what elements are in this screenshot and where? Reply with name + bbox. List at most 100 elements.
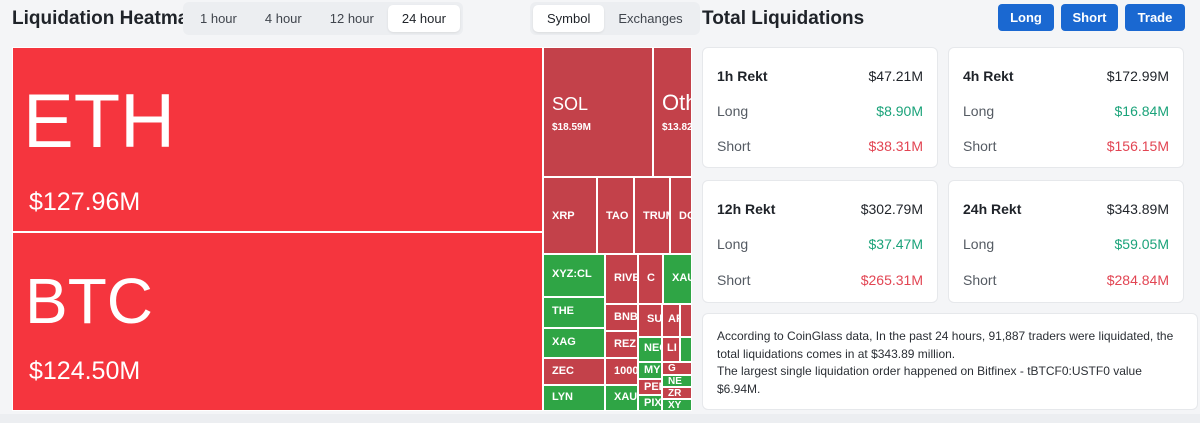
card-1h-long-label: Long bbox=[717, 103, 749, 119]
tile-btc-symbol: BTC bbox=[25, 265, 153, 337]
card-12h-total: $302.79M bbox=[860, 201, 923, 217]
tile-sui-symbol: SU bbox=[647, 313, 662, 325]
tile-li[interactable]: LI bbox=[662, 337, 680, 362]
tile-river[interactable]: RIVE bbox=[605, 254, 638, 304]
tile-zr-symbol: ZR bbox=[668, 388, 682, 399]
card-1h-total: $47.21M bbox=[868, 68, 923, 84]
tile-sol-symbol: SOL bbox=[552, 94, 589, 114]
tile-extra-2[interactable] bbox=[680, 337, 692, 362]
tile-doge[interactable]: DO bbox=[670, 177, 692, 254]
tile-neo[interactable]: NEC bbox=[638, 337, 662, 362]
tile-the-symbol: THE bbox=[552, 305, 574, 317]
tile-trump[interactable]: TRUM bbox=[634, 177, 670, 254]
short-button[interactable]: Short bbox=[1061, 4, 1118, 31]
tile-zec-symbol: ZEC bbox=[552, 365, 574, 377]
tile-rez-symbol: REZ bbox=[614, 338, 636, 350]
summary-line-2: The largest single liquidation order hap… bbox=[717, 364, 1142, 396]
tile-1000-symbol: 1000I bbox=[614, 365, 638, 377]
tab-24-hour[interactable]: 24 hour bbox=[387, 5, 460, 32]
tile-trump-symbol: TRUM bbox=[643, 210, 669, 222]
tile-c[interactable]: C bbox=[638, 254, 663, 304]
tile-lyn-symbol: LYN bbox=[552, 391, 573, 403]
card-24h-short: $284.84M bbox=[1106, 272, 1169, 288]
tile-ne-symbol: NE bbox=[668, 376, 682, 387]
tile-the[interactable]: THE bbox=[543, 297, 605, 328]
card-4h-short: $156.15M bbox=[1106, 138, 1169, 154]
tile-ar[interactable]: AF bbox=[662, 304, 680, 337]
heatmap-title: Liquidation Heatmap bbox=[12, 8, 200, 29]
tab-symbol[interactable]: Symbol bbox=[533, 5, 605, 32]
tile-tao-symbol: TAO bbox=[606, 210, 629, 222]
tile-xaut[interactable]: XAUT bbox=[605, 385, 638, 411]
card-1h-rekt: 1h Rekt $47.21M Long $8.90M Short $38.31M bbox=[702, 47, 938, 168]
tile-pix[interactable]: PIX bbox=[638, 395, 662, 411]
card-1h-long: $8.90M bbox=[876, 103, 923, 119]
tile-xau[interactable]: XAU bbox=[663, 254, 692, 304]
card-24h-total: $343.89M bbox=[1106, 201, 1169, 217]
tile-xrp[interactable]: XRP bbox=[543, 177, 597, 254]
tile-1000[interactable]: 1000I bbox=[605, 358, 638, 385]
long-button[interactable]: Long bbox=[998, 4, 1054, 31]
tile-eth[interactable]: ETH $127.96M bbox=[12, 47, 543, 232]
tile-others[interactable]: Oth $13.82 bbox=[653, 47, 692, 177]
tile-rez[interactable]: REZ bbox=[605, 331, 638, 358]
card-4h-total: $172.99M bbox=[1106, 68, 1169, 84]
tile-xag[interactable]: XAG bbox=[543, 328, 605, 358]
tile-sol-value: $18.59M bbox=[552, 122, 591, 133]
tile-extra-1[interactable] bbox=[680, 304, 692, 337]
card-4h-long: $16.84M bbox=[1114, 103, 1169, 119]
tile-c-symbol: C bbox=[647, 272, 655, 284]
tile-per[interactable]: PER bbox=[638, 379, 662, 395]
tile-doge-symbol: DO bbox=[679, 210, 691, 222]
tile-eth-symbol: ETH bbox=[23, 79, 175, 164]
card-24h-rekt: 24h Rekt $343.89M Long $59.05M Short $284.8… bbox=[948, 180, 1184, 303]
card-4h-short-label: Short bbox=[963, 138, 997, 154]
card-4h-title: 4h Rekt bbox=[963, 68, 1014, 84]
card-12h-long-label: Long bbox=[717, 236, 749, 252]
card-12h-rekt: 12h Rekt $302.79M Long $37.47M Short $265.3… bbox=[702, 180, 938, 303]
tile-tao[interactable]: TAO bbox=[597, 177, 634, 254]
tile-sui[interactable]: SU bbox=[638, 304, 662, 337]
tile-others-value: $13.82 bbox=[662, 122, 692, 133]
tile-zr[interactable]: ZR bbox=[662, 387, 692, 399]
tile-g[interactable]: G bbox=[662, 362, 692, 375]
tile-xyz-cl-symbol: XYZ:CL bbox=[552, 268, 592, 280]
tile-li-symbol: LI bbox=[667, 342, 677, 354]
card-1h-title: 1h Rekt bbox=[717, 68, 768, 84]
tile-pix-symbol: PIX bbox=[644, 397, 662, 409]
card-12h-long: $37.47M bbox=[868, 236, 923, 252]
total-liquidations-title: Total Liquidations bbox=[702, 8, 865, 29]
tab-12-hour[interactable]: 12 hour bbox=[329, 11, 374, 26]
tile-lyn[interactable]: LYN bbox=[543, 385, 605, 411]
tile-others-symbol: Oth bbox=[662, 90, 691, 115]
summary-line-1: According to CoinGlass data, In the past… bbox=[717, 329, 1174, 361]
tile-xaut-symbol: XAUT bbox=[614, 391, 638, 403]
tile-zec[interactable]: ZEC bbox=[543, 358, 605, 385]
card-12h-short-label: Short bbox=[717, 272, 751, 288]
card-24h-long: $59.05M bbox=[1114, 236, 1169, 252]
tile-xag-symbol: XAG bbox=[552, 336, 576, 348]
card-24h-title: 24h Rekt bbox=[963, 201, 1022, 217]
tab-1-hour[interactable]: 1 hour bbox=[200, 11, 237, 26]
liquidation-summary: According to CoinGlass data, In the past… bbox=[702, 313, 1198, 410]
tile-xyz-cl[interactable]: XYZ:CL bbox=[543, 254, 605, 297]
tile-my[interactable]: MY bbox=[638, 362, 662, 379]
tile-neo-symbol: NEC bbox=[644, 342, 661, 354]
trade-button[interactable]: Trade bbox=[1125, 4, 1185, 31]
tab-4-hour[interactable]: 4 hour bbox=[264, 11, 302, 26]
tile-sol[interactable]: SOL $18.59M bbox=[543, 47, 653, 177]
card-4h-rekt: 4h Rekt $172.99M Long $16.84M Short $156.15… bbox=[948, 47, 1184, 168]
tile-eth-value: $127.96M bbox=[29, 188, 141, 216]
tile-xrp-symbol: XRP bbox=[552, 210, 575, 222]
tile-xy[interactable]: XY bbox=[662, 399, 692, 411]
tile-ar-symbol: AF bbox=[668, 313, 679, 325]
liquidation-heatmap: ETH $127.96M BTC $124.50M SOL $18.59M Ot… bbox=[12, 47, 692, 411]
tile-bnb-symbol: BNB bbox=[614, 311, 638, 323]
card-12h-short: $265.31M bbox=[860, 272, 923, 288]
card-4h-long-label: Long bbox=[963, 103, 995, 119]
tile-per-symbol: PER bbox=[644, 381, 661, 393]
tile-bnb[interactable]: BNB bbox=[605, 304, 638, 331]
tab-exchanges[interactable]: Exchanges bbox=[618, 11, 683, 26]
tile-btc[interactable]: BTC $124.50M bbox=[12, 232, 543, 411]
tile-ne[interactable]: NE bbox=[662, 375, 692, 387]
